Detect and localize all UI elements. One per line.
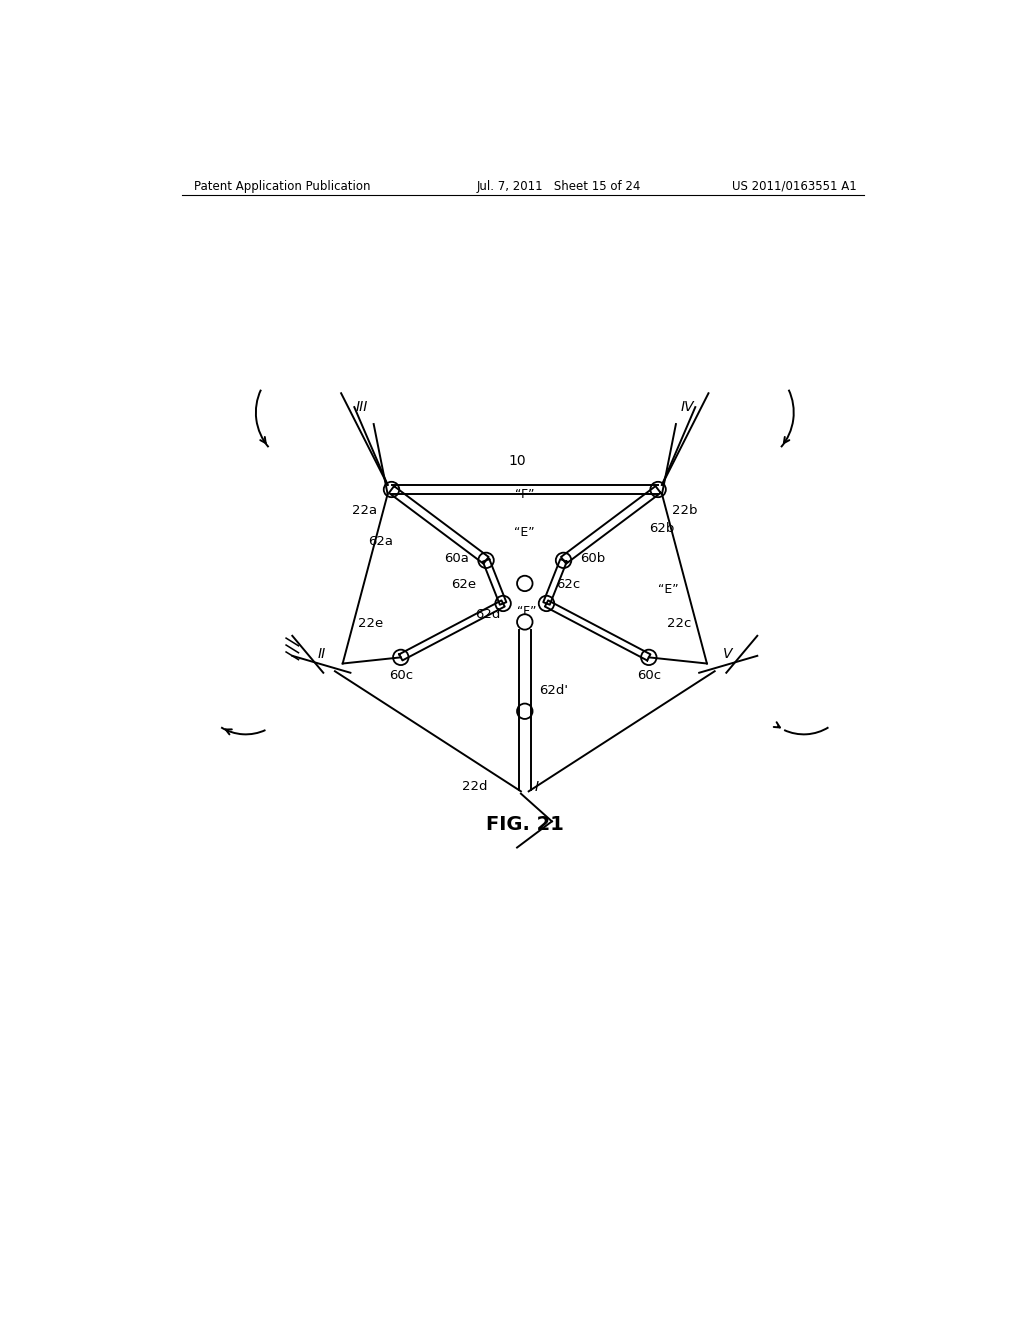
Text: 60b: 60b	[581, 552, 606, 565]
Text: V: V	[723, 647, 732, 661]
Text: 60c: 60c	[637, 669, 660, 682]
Text: Patent Application Publication: Patent Application Publication	[194, 180, 371, 193]
Text: US 2011/0163551 A1: US 2011/0163551 A1	[732, 180, 856, 193]
Text: 22d: 22d	[462, 780, 487, 793]
Text: 62d': 62d'	[539, 684, 567, 697]
Text: 62e: 62e	[451, 578, 476, 591]
Text: 60a: 60a	[444, 552, 469, 565]
Text: II: II	[317, 647, 326, 661]
Text: 62d: 62d	[475, 609, 501, 622]
Text: Jul. 7, 2011   Sheet 15 of 24: Jul. 7, 2011 Sheet 15 of 24	[477, 180, 641, 193]
Text: “E”: “E”	[514, 525, 536, 539]
Text: 22c: 22c	[667, 616, 691, 630]
Text: I: I	[535, 780, 539, 793]
Text: 62c: 62c	[556, 578, 580, 591]
Text: 22e: 22e	[358, 616, 383, 630]
Text: “F”: “F”	[515, 488, 535, 502]
Text: III: III	[356, 400, 369, 414]
Text: 22a: 22a	[352, 504, 378, 517]
Text: “F”: “F”	[516, 605, 537, 618]
Text: 10: 10	[508, 454, 526, 469]
Text: “E”: “E”	[658, 583, 679, 597]
Text: 62a: 62a	[369, 535, 393, 548]
Text: 60c: 60c	[389, 669, 413, 682]
Text: IV: IV	[681, 400, 694, 414]
Text: FIG. 21: FIG. 21	[485, 814, 564, 834]
Text: 62b: 62b	[649, 521, 674, 535]
Text: 22b: 22b	[672, 504, 697, 517]
